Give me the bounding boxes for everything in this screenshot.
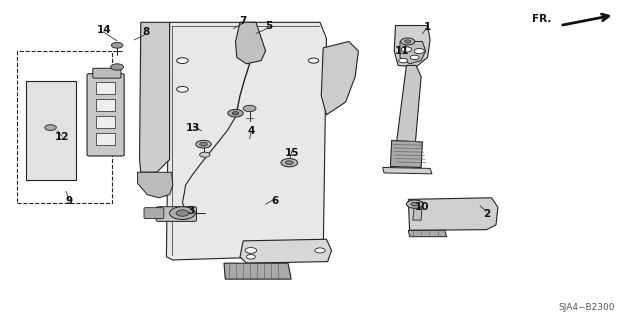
FancyBboxPatch shape [156,207,196,221]
Text: 15: 15 [285,148,299,158]
Circle shape [45,125,56,130]
Circle shape [308,58,319,63]
Text: 9: 9 [65,196,73,206]
Circle shape [111,42,123,48]
Text: 12: 12 [55,132,69,142]
Circle shape [285,161,293,165]
Circle shape [111,64,124,70]
Polygon shape [26,81,76,180]
Polygon shape [408,230,447,237]
Text: SJA4−B2300: SJA4−B2300 [558,303,614,312]
Circle shape [399,58,408,63]
Polygon shape [138,172,173,198]
Circle shape [177,86,188,92]
Circle shape [176,210,189,216]
Polygon shape [236,22,266,64]
Text: 13: 13 [186,122,200,133]
Circle shape [315,248,325,253]
Text: 14: 14 [97,25,111,35]
Text: 3: 3 [187,205,195,216]
Circle shape [177,58,188,63]
Text: 1: 1 [424,22,431,32]
Circle shape [411,202,419,206]
Polygon shape [408,198,498,230]
Circle shape [414,48,424,54]
FancyBboxPatch shape [96,82,115,94]
Circle shape [281,159,298,167]
Text: 7: 7 [239,16,247,26]
Text: 4: 4 [247,126,255,136]
Circle shape [245,248,257,253]
Polygon shape [140,22,170,172]
Circle shape [228,109,243,117]
Circle shape [410,55,419,60]
Polygon shape [383,167,432,174]
Text: 6: 6 [271,196,279,206]
FancyBboxPatch shape [96,116,115,128]
Circle shape [170,207,195,219]
Text: 5: 5 [265,20,273,31]
Polygon shape [88,77,114,155]
FancyBboxPatch shape [144,208,164,219]
Polygon shape [224,263,291,279]
Circle shape [200,142,207,146]
FancyBboxPatch shape [93,68,121,78]
Polygon shape [413,201,422,220]
Polygon shape [166,22,326,260]
Circle shape [232,112,239,115]
Circle shape [246,255,255,259]
Polygon shape [394,26,430,67]
Circle shape [196,140,211,148]
Text: 11: 11 [395,46,409,56]
Text: 8: 8 [142,27,150,37]
FancyBboxPatch shape [96,99,115,111]
Circle shape [406,200,423,208]
Polygon shape [390,140,422,167]
Text: 2: 2 [483,209,490,219]
Text: 10: 10 [415,202,429,212]
FancyBboxPatch shape [87,74,124,156]
Circle shape [401,47,412,52]
Circle shape [401,38,415,45]
Circle shape [200,152,210,157]
Text: FR.: FR. [532,13,552,24]
Polygon shape [321,41,358,115]
Polygon shape [240,239,332,263]
Bar [17,51,112,203]
Circle shape [404,40,411,43]
Polygon shape [397,65,421,156]
FancyBboxPatch shape [96,133,115,145]
Circle shape [243,105,256,112]
Polygon shape [400,41,426,64]
